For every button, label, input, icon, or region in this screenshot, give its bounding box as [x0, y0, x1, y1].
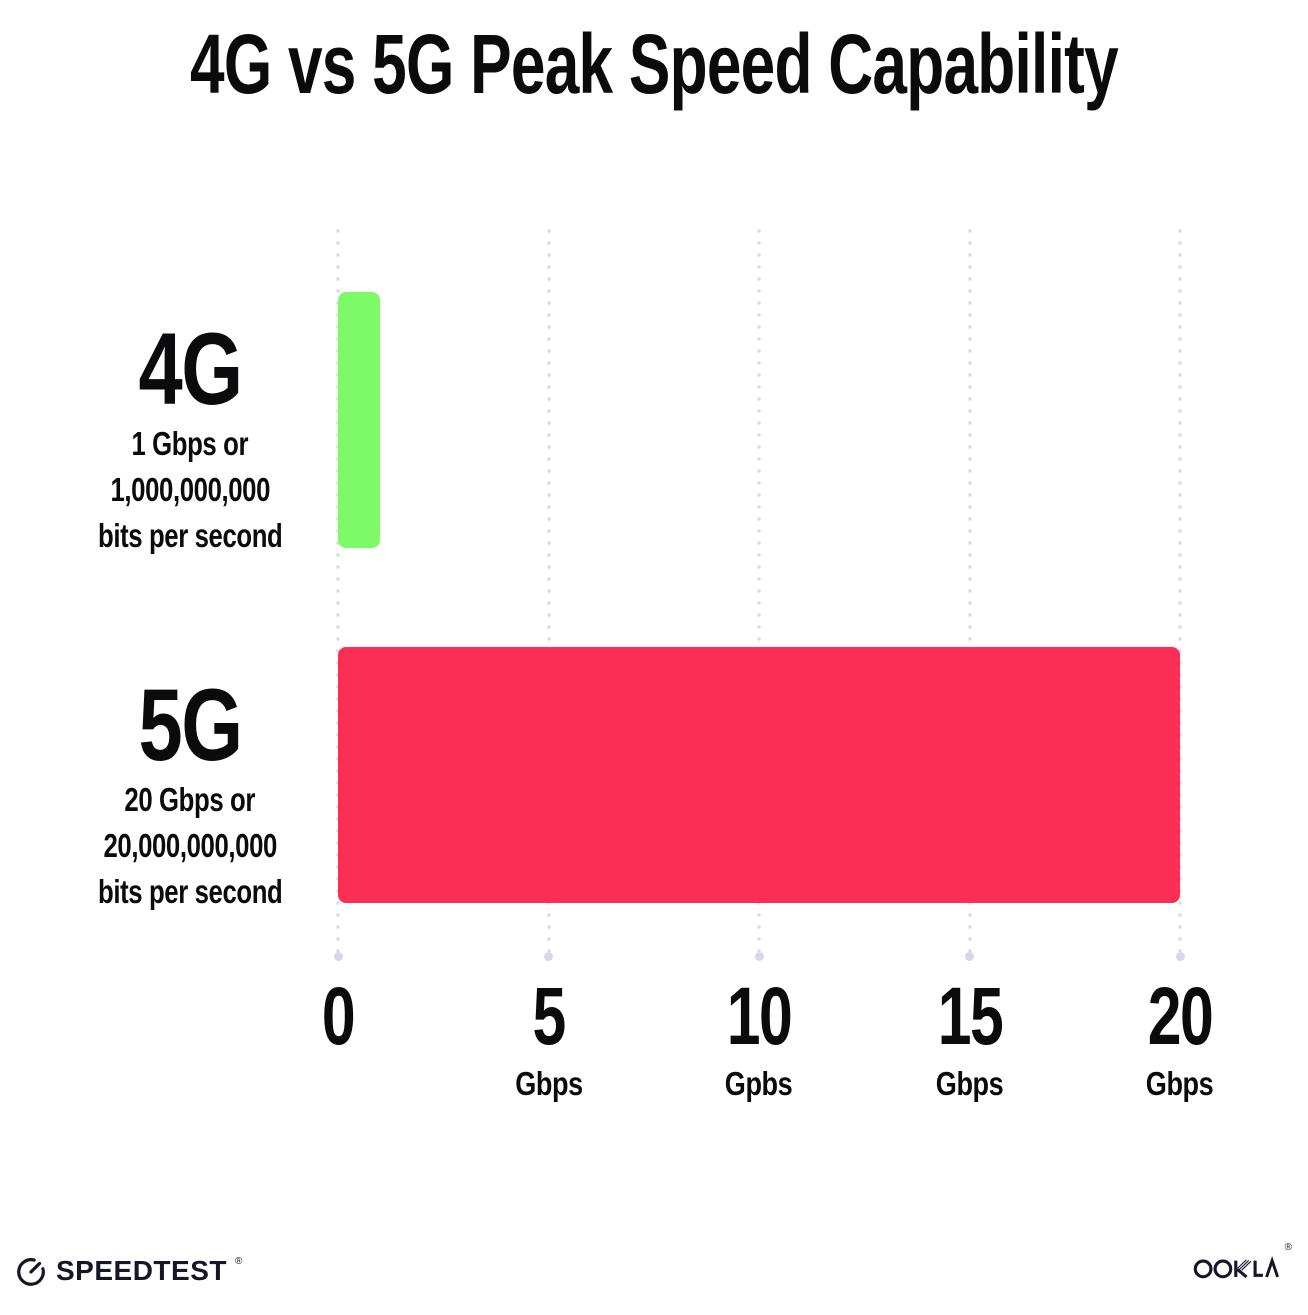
gridline-end-dot-15 — [965, 952, 974, 961]
gridline-end-dot-20 — [1175, 952, 1185, 961]
ookla-logo: ® — [1193, 1242, 1292, 1284]
x-tick-10: 10 Gpbs — [725, 971, 793, 1102]
sublabel-5g-line3: bits per second — [97, 873, 283, 910]
x-tick-5: 5 Gbps — [514, 971, 583, 1102]
ookla-wordmark-icon — [1193, 1256, 1279, 1279]
bar-4g — [338, 292, 381, 548]
gridline-0 — [336, 225, 340, 955]
sublabel-4g: 1 Gbps or 1,000,000,000 bits per second — [30, 424, 350, 562]
sublabel-4g-line3: bits per second — [97, 517, 283, 554]
x-tick-0: 0 — [321, 971, 356, 1062]
row-label-5g: 5G 20 Gbps or 20,000,000,000 bits per se… — [30, 674, 350, 918]
category-label-5g: 5G — [138, 668, 243, 782]
gridline-end-dot-0 — [333, 952, 343, 961]
sublabel-5g: 20 Gbps or 20,000,000,000 bits per secon… — [30, 780, 350, 918]
sublabel-4g-line2: 1,000,000,000 — [110, 471, 270, 508]
chart-title-text: 4G vs 5G Peak Speed Capability — [190, 17, 1119, 111]
speedtest-logo: SPEEDTEST ® — [14, 1254, 242, 1288]
x-tick-15: 15 Gbps — [935, 971, 1004, 1102]
row-label-4g: 4G 1 Gbps or 1,000,000,000 bits per seco… — [30, 318, 350, 562]
page-title: 4G vs 5G Peak Speed Capability — [0, 16, 1308, 113]
speedtest-trademark: ® — [234, 1255, 243, 1267]
ookla-trademark: ® — [1284, 1242, 1292, 1253]
gridline-20 — [1178, 225, 1182, 955]
gridline-5 — [546, 225, 551, 955]
gridline-15 — [967, 225, 972, 955]
category-label-4g: 4G — [138, 312, 243, 426]
gridline-end-dot-5 — [544, 952, 553, 961]
x-tick-20: 20 Gbps — [1146, 971, 1214, 1102]
speedtest-gauge-icon — [17, 1258, 45, 1286]
gridline-end-dot-10 — [754, 952, 764, 961]
speedtest-wordmark: SPEEDTEST — [56, 1255, 227, 1286]
gridline-10 — [757, 225, 761, 955]
sublabel-5g-line1: 20 Gbps or — [124, 781, 256, 818]
sublabel-4g-line1: 1 Gbps or — [131, 425, 249, 462]
bar-5g — [338, 647, 1180, 903]
sublabel-5g-line2: 20,000,000,000 — [103, 827, 277, 864]
